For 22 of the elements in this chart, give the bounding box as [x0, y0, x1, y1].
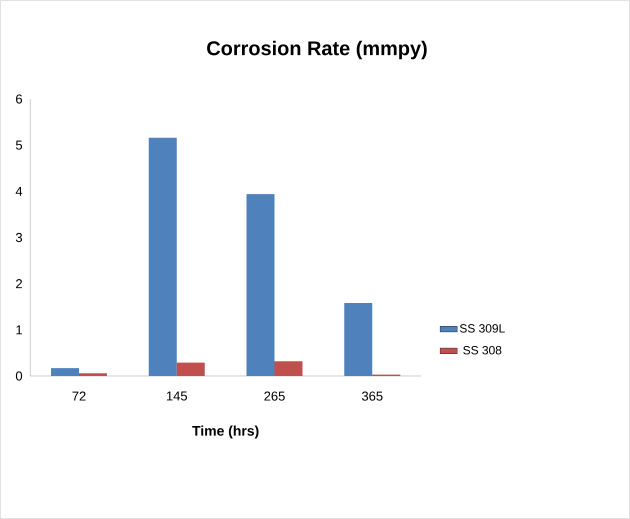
- x-tick-label: 365: [362, 392, 383, 401]
- bar: [176, 362, 205, 376]
- y-tick-label: 6: [16, 94, 22, 104]
- y-tick-label: 1: [16, 325, 22, 334]
- y-tick-label: 3: [16, 232, 22, 242]
- bar: [148, 138, 177, 376]
- bar: [51, 368, 79, 376]
- legend-label: SS 309L: [460, 324, 505, 333]
- x-tick-label: 72: [72, 392, 86, 401]
- legend-label: SS 308: [463, 346, 502, 354]
- bar: [344, 303, 372, 376]
- x-axis-title: Time (hrs): [192, 426, 259, 439]
- chart-title: Corrosion Rate (mmpy): [207, 40, 427, 60]
- x-tick-label: 145: [166, 392, 188, 401]
- y-tick-label: 4: [16, 186, 22, 196]
- x-tick-label: 265: [264, 392, 285, 401]
- bar: [274, 361, 302, 376]
- y-tick-label: 2: [16, 279, 22, 288]
- y-tick-label: 0: [16, 371, 22, 381]
- y-tick-label: 5: [16, 140, 22, 150]
- bar: [246, 194, 274, 376]
- bar: [79, 373, 107, 376]
